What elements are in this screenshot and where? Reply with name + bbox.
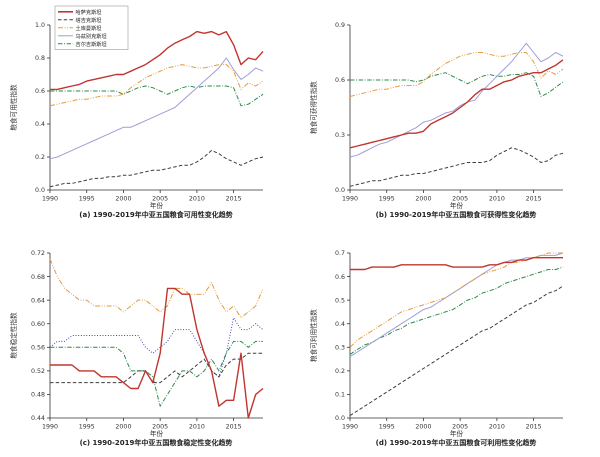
x-tick-label: 1995 (79, 424, 95, 431)
y-tick-label: 0.6 (335, 77, 345, 84)
y-tick-label: 0.72 (31, 250, 45, 257)
x-tick-label: 2005 (152, 196, 168, 203)
x-tick-label: 2005 (452, 196, 468, 203)
series-line-kyrgyzstan (349, 266, 564, 355)
x-tick-label: 2015 (526, 196, 542, 203)
y-tick-label: 1.0 (35, 22, 45, 29)
y-axis-label: 粮食可用性指数 (9, 84, 18, 131)
caption-c: (c) 1990-2019年中亚五国粮食稳定性变化趋势 (79, 439, 233, 447)
x-axis-label: 年份 (150, 429, 164, 438)
x-tick-label: 2015 (526, 424, 542, 431)
panel-b: 0.0 0.3 0.6 0.9 1990 1995 2000 2005 2010 2015 年份 粮食… (300, 0, 600, 228)
series-line-turkmenistan (349, 52, 564, 97)
legend-label-turkmenistan: 土库曼斯坦 (76, 24, 102, 32)
x-tick-label: 2015 (226, 424, 242, 431)
y-tick-label: 0.4 (35, 121, 45, 128)
series-line-kyrgyzstan (350, 72, 564, 97)
x-tick-label: 1990 (42, 424, 58, 431)
y-tick-label: 0.0 (35, 187, 45, 194)
series-line-kazakhstan (349, 59, 564, 149)
y-tick-label: 0.1 (335, 392, 345, 399)
x-tick-label: 2005 (452, 424, 468, 431)
panel-a: 0.0 0.2 0.4 0.6 0.8 1.0 1990 1995 2000 2005 2010 20… (0, 0, 300, 228)
x-tick-label: 2010 (189, 196, 205, 203)
series-line-uzbekistan (49, 57, 264, 160)
legend-label-kyrgyzstan: 吉尔吉斯斯坦 (76, 40, 107, 48)
y-tick-label: 0.4 (335, 321, 345, 328)
y-tick-label: 0.7 (335, 250, 345, 257)
x-axis-label: 年份 (150, 201, 164, 210)
panel-c: 0.44 0.48 0.52 0.56 0.60 0.64 0.68 0.72 1990 1995… (0, 228, 300, 456)
x-tick-label: 2010 (189, 424, 205, 431)
y-tick-label: 0.56 (31, 344, 45, 351)
y-axis-label: 粮食稳定性指数 (9, 312, 18, 359)
y-tick-label: 0.5 (335, 297, 345, 304)
legend-label-uzbekistan: 乌兹别克斯坦 (76, 32, 107, 40)
series-line-kazakhstan (50, 30, 264, 91)
x-tick-label: 2015 (226, 196, 242, 203)
series-line-tajikistan (349, 147, 564, 187)
series-line-turkmenistan (49, 64, 264, 107)
axes (47, 252, 263, 421)
x-tick-label: 2010 (489, 196, 505, 203)
x-tick-label: 1990 (42, 196, 58, 203)
chart-a-food-availability: 0.0 0.2 0.4 0.6 0.8 1.0 1990 1995 2000 2005 2010 20… (9, 5, 264, 210)
axes (347, 252, 563, 421)
y-tick-label: 0.9 (335, 22, 345, 29)
x-tick-label: 2000 (115, 424, 131, 431)
axes (47, 24, 263, 193)
panel-d: 0.0 0.1 0.2 0.3 0.4 0.5 0.6 0.7 1990 1995 2000 2005… (300, 228, 600, 456)
x-axis-label: 年份 (450, 201, 464, 210)
x-tick-label: 2000 (415, 424, 431, 431)
series-line-tajikistan (349, 285, 564, 417)
y-tick-label: 0.0 (335, 415, 345, 422)
y-tick-label: 0.3 (335, 132, 345, 139)
x-tick-label: 1995 (379, 424, 395, 431)
x-tick-label: 1990 (342, 424, 358, 431)
y-tick-label: 0.3 (335, 344, 345, 351)
caption-b: (b) 1990-2019年中亚五国粮食可获得性变化趋势 (375, 211, 537, 219)
legend-label-kazakhstan: 哈萨克斯坦 (76, 8, 102, 16)
y-tick-label: 0.48 (31, 392, 45, 399)
x-axis-label: 年份 (450, 429, 464, 438)
caption-a: (a) 1990-2019年中亚五国粮食可用性变化趋势 (79, 211, 233, 219)
y-tick-label: 0.60 (31, 321, 45, 328)
series-line-tajikistan (49, 149, 264, 188)
series-line-uzbekistan (349, 252, 564, 358)
x-tick-label: 2010 (489, 424, 505, 431)
caption-d: (d) 1990-2019年中亚五国粮食可利用性变化趋势 (375, 439, 537, 447)
y-tick-label: 0.8 (35, 55, 45, 62)
x-tick-label: 1995 (379, 196, 395, 203)
y-axis-label: 粮食可利用性指数 (309, 309, 318, 362)
y-tick-label: 0.52 (31, 368, 45, 375)
y-tick-label: 0.2 (35, 154, 45, 161)
series-line-kazakhstan (350, 257, 563, 271)
y-tick-label: 0.6 (335, 274, 345, 281)
y-tick-label: 0.68 (31, 274, 45, 281)
y-tick-label: 0.64 (31, 297, 45, 304)
x-tick-label: 2000 (415, 196, 431, 203)
x-tick-label: 2005 (152, 424, 168, 431)
y-tick-label: 0.6 (35, 88, 45, 95)
chart-c-food-stability: 0.44 0.48 0.52 0.56 0.60 0.64 0.68 0.72 1990 1995… (9, 250, 264, 438)
series-line-kazakhstan (50, 287, 264, 419)
series-line-tajikistan (50, 352, 263, 384)
series-line-kyrgyzstan (50, 340, 263, 407)
series-line-turkmenistan (49, 258, 264, 319)
x-tick-label: 2000 (115, 196, 131, 203)
x-tick-label: 1995 (79, 196, 95, 203)
y-axis-label: 粮食可获得性指数 (309, 81, 318, 134)
y-tick-label: 0.44 (31, 415, 45, 422)
series-line-kyrgyzstan (50, 85, 264, 107)
x-tick-label: 1990 (342, 196, 358, 203)
y-tick-label: 0.2 (335, 368, 345, 375)
legend-label-tajikistan: 塔吉克斯坦 (76, 16, 102, 24)
series-line-uzbekistan (349, 42, 564, 158)
axes (347, 24, 563, 193)
y-tick-label: 0.0 (335, 187, 345, 194)
chart-d-food-utilization: 0.0 0.1 0.2 0.3 0.4 0.5 0.6 0.7 1990 1995 2000 2005… (309, 250, 564, 438)
chart-b-food-accessibility: 0.0 0.3 0.6 0.9 1990 1995 2000 2005 2010 2015 年份 粮食… (309, 22, 564, 210)
